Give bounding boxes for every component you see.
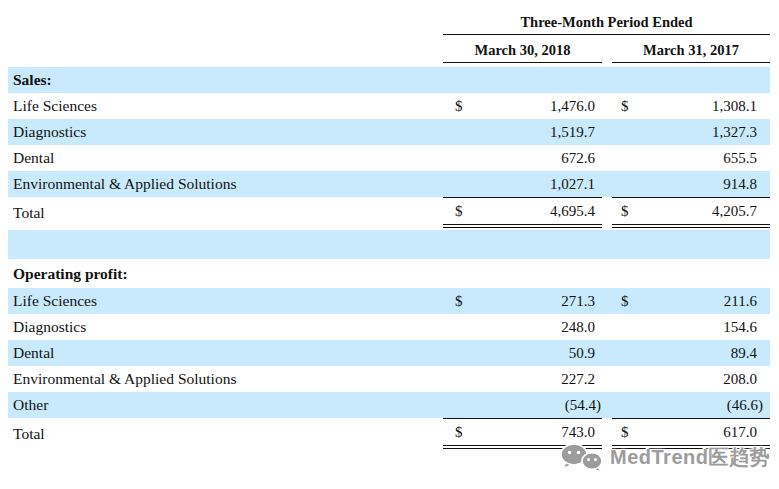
total-row-sales: Total $4,695.4 $4,205.7 xyxy=(8,197,770,228)
table-row: Environmental & Applied Solutions 227.2 … xyxy=(8,366,770,392)
table-header-period: Three-Month Period Ended xyxy=(8,0,770,35)
row-label: Diagnostics xyxy=(8,123,443,141)
wechat-icon xyxy=(559,442,605,473)
value-2018: 1,027.1 xyxy=(550,176,595,193)
section-title-row-sales: Sales: xyxy=(8,67,770,93)
value-2018: 672.6 xyxy=(561,150,595,167)
dollar-sign: $ xyxy=(621,424,629,441)
dollar-sign: $ xyxy=(455,424,463,441)
table-row: Life Sciences $1,476.0 $1,308.1 xyxy=(8,93,770,119)
row-label: Total xyxy=(8,425,443,443)
value-2017: 154.6 xyxy=(723,319,757,336)
table-row: Dental 672.6 655.5 xyxy=(8,145,770,171)
header-spacer xyxy=(8,0,443,35)
column-header-2018: March 30, 2018 xyxy=(443,35,602,63)
period-header: Three-Month Period Ended xyxy=(443,0,770,35)
row-label: Environmental & Applied Solutions xyxy=(8,175,443,193)
value-2018: 743.0 xyxy=(561,424,595,441)
value-2018: 1,476.0 xyxy=(550,98,595,115)
row-label: Total xyxy=(8,204,443,222)
dollar-sign: $ xyxy=(621,293,629,310)
value-2017: 655.5 xyxy=(723,150,757,167)
value-2017: 1,308.1 xyxy=(712,98,757,115)
value-2017: 208.0 xyxy=(723,371,757,388)
section-title: Operating profit: xyxy=(8,265,443,283)
value-2018: (54.4) xyxy=(565,397,601,414)
value-2017: 89.4 xyxy=(731,345,757,362)
section-title-row-operating-profit: Operating profit: xyxy=(8,259,770,288)
row-label: Dental xyxy=(8,149,443,167)
table-row: Diagnostics 1,519.7 1,327.3 xyxy=(8,119,770,145)
row-label: Dental xyxy=(8,344,443,362)
dollar-sign: $ xyxy=(621,98,629,115)
empty-spacer-row xyxy=(8,230,770,259)
column-gap xyxy=(602,35,612,63)
watermark: MedTrend医趋势 xyxy=(559,442,770,473)
row-label: Diagnostics xyxy=(8,318,443,336)
dollar-sign: $ xyxy=(455,293,463,310)
value-2017: 4,205.7 xyxy=(712,203,757,220)
value-2017: 617.0 xyxy=(723,424,757,441)
table-row: Other (54.4) (46.6) xyxy=(8,392,770,418)
table-header-dates: March 30, 2018 March 31, 2017 xyxy=(8,35,770,63)
value-2018: 271.3 xyxy=(561,293,595,310)
section-title: Sales: xyxy=(8,71,443,89)
dollar-sign: $ xyxy=(621,203,629,220)
value-2017: (46.6) xyxy=(727,397,763,414)
value-2017: 1,327.3 xyxy=(712,124,757,141)
dollar-sign: $ xyxy=(455,203,463,220)
value-2018: 1,519.7 xyxy=(550,124,595,141)
dollar-sign: $ xyxy=(455,98,463,115)
table-row: Environmental & Applied Solutions 1,027.… xyxy=(8,171,770,197)
value-2017: 914.8 xyxy=(723,176,757,193)
financial-statement-page: Three-Month Period Ended March 30, 2018 … xyxy=(0,0,779,489)
table-row: Diagnostics 248.0 154.6 xyxy=(8,314,770,340)
row-label: Life Sciences xyxy=(8,292,443,310)
value-2018: 227.2 xyxy=(561,371,595,388)
header-spacer xyxy=(8,35,443,63)
value-2018: 50.9 xyxy=(569,345,595,362)
value-2018: 248.0 xyxy=(561,319,595,336)
value-2018: 4,695.4 xyxy=(550,203,595,220)
value-2017: 211.6 xyxy=(724,293,757,310)
segment-results-table: Three-Month Period Ended March 30, 2018 … xyxy=(8,0,770,449)
column-header-2017: March 31, 2017 xyxy=(612,35,770,63)
row-label: Other xyxy=(8,396,443,414)
watermark-text: MedTrend医趋势 xyxy=(610,444,770,471)
row-label: Life Sciences xyxy=(8,97,443,115)
row-label: Environmental & Applied Solutions xyxy=(8,370,443,388)
table-row: Dental 50.9 89.4 xyxy=(8,340,770,366)
table-row: Life Sciences $271.3 $211.6 xyxy=(8,288,770,314)
